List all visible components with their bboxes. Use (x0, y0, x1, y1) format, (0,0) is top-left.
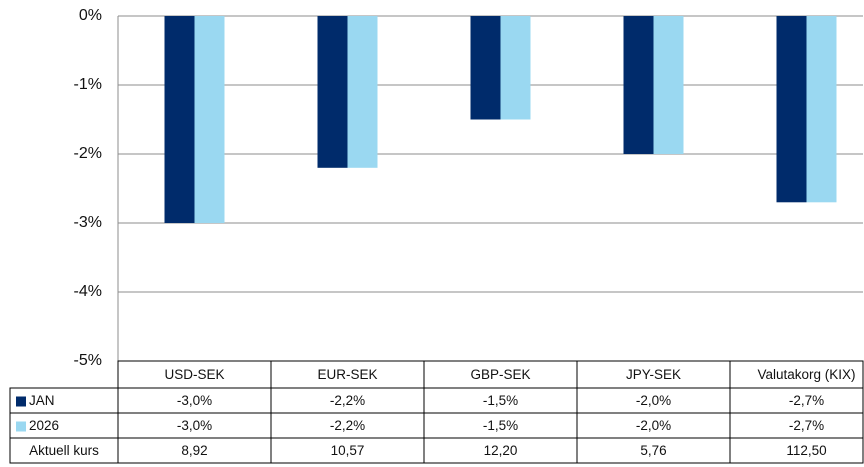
legend-label: 2026 (29, 418, 59, 433)
x-tick-label: JPY-SEK (626, 367, 681, 382)
bar (347, 16, 378, 168)
table-value: -2,0% (636, 393, 671, 408)
y-tick-label: -5% (74, 352, 102, 369)
table-cell (729, 437, 864, 464)
table-cell (9, 387, 119, 414)
legend-label: JAN (29, 393, 55, 408)
x-tick-label: EUR-SEK (317, 367, 377, 382)
table-value: -3,0% (177, 418, 212, 433)
bar (806, 16, 837, 203)
y-tick-label: -4% (74, 283, 102, 300)
bar (653, 16, 684, 154)
bar (317, 16, 348, 168)
legend-swatch (16, 396, 26, 407)
table-value: -3,0% (177, 393, 212, 408)
x-tick-label: GBP-SEK (470, 367, 530, 382)
table-value: -2,0% (636, 418, 671, 433)
bar (164, 16, 195, 223)
bar (194, 16, 225, 223)
y-tick-label: 0% (79, 7, 102, 24)
table-value: 8,92 (181, 443, 207, 458)
table-value: 112,50 (786, 443, 826, 458)
bar (500, 16, 531, 120)
table-value: 12,20 (484, 443, 518, 458)
table-value: 10,57 (331, 443, 365, 458)
y-tick-label: -2% (74, 145, 102, 162)
table-cell (9, 412, 119, 439)
table-value: -2,2% (330, 393, 365, 408)
table-value: -1,5% (483, 393, 518, 408)
table-value: -2,7% (789, 418, 824, 433)
y-tick-label: -1% (74, 76, 102, 93)
row-label: Aktuell kurs (29, 443, 99, 458)
bar (470, 16, 501, 120)
x-tick-label: USD-SEK (164, 367, 224, 382)
table-value: 5,76 (640, 443, 666, 458)
table-value: -2,2% (330, 418, 365, 433)
x-tick-label: Valutakorg (KIX) (757, 367, 855, 382)
y-tick-label: -3% (74, 214, 102, 231)
table-value: -2,7% (789, 393, 824, 408)
bar (623, 16, 654, 154)
table-value: -1,5% (483, 418, 518, 433)
bar (776, 16, 807, 203)
legend-swatch (16, 421, 26, 432)
